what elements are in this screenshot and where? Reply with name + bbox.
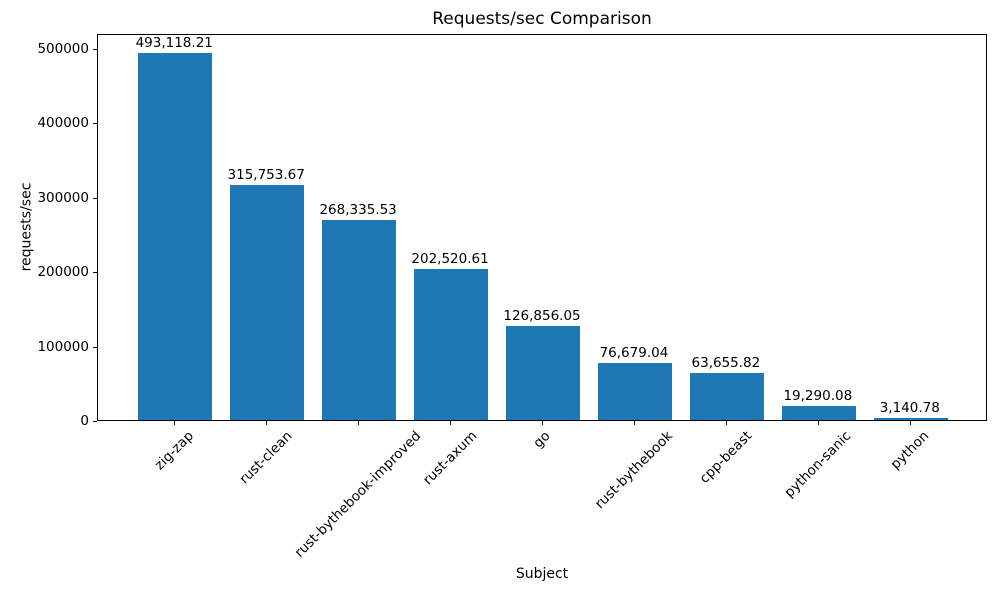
y-tick-mark bbox=[93, 197, 97, 199]
x-tick-label: python-sanic bbox=[781, 427, 855, 501]
bar-value-label: 19,290.08 bbox=[783, 387, 853, 404]
y-tick-label: 100000 bbox=[37, 338, 89, 355]
x-tick-mark bbox=[358, 421, 360, 425]
x-tick-mark bbox=[450, 421, 452, 425]
bar-value-label: 63,655.82 bbox=[691, 354, 761, 371]
x-axis-label: Subject bbox=[515, 566, 569, 582]
y-tick-mark bbox=[93, 421, 97, 422]
bar bbox=[230, 185, 304, 420]
y-tick-mark bbox=[93, 48, 97, 50]
x-tick-mark bbox=[542, 421, 543, 425]
x-tick-label: rust-axum bbox=[420, 427, 481, 489]
y-axis-label: requests/sec bbox=[18, 182, 35, 272]
y-tick-label: 0 bbox=[80, 413, 89, 429]
x-tick-label: rust-bythebook-improved bbox=[291, 428, 425, 561]
chart-title: Requests/sec Comparison bbox=[432, 9, 652, 29]
plot-area bbox=[97, 34, 987, 421]
x-tick-label: go bbox=[530, 428, 554, 452]
x-tick-mark bbox=[633, 421, 635, 425]
bar-value-label: 3,140.78 bbox=[879, 399, 940, 416]
bar bbox=[414, 269, 488, 420]
y-tick-label: 200000 bbox=[37, 264, 89, 281]
x-tick-label: rust-clean bbox=[236, 428, 296, 488]
bar bbox=[598, 362, 672, 420]
x-tick-label: cpp-beast bbox=[696, 428, 756, 487]
x-tick-mark bbox=[817, 421, 819, 425]
bar bbox=[322, 220, 396, 420]
x-tick-label: rust-bythebook bbox=[591, 428, 676, 513]
bar bbox=[782, 405, 856, 420]
y-tick-label: 500000 bbox=[37, 40, 89, 57]
x-tick-mark bbox=[725, 421, 727, 425]
bar-value-label: 202,520.61 bbox=[411, 251, 489, 268]
bar-value-label: 126,856.05 bbox=[503, 307, 581, 324]
x-tick-mark bbox=[174, 421, 176, 425]
bar-value-label: 268,335.53 bbox=[319, 202, 397, 219]
bar-value-label: 493,118.21 bbox=[135, 35, 213, 51]
bar bbox=[690, 372, 764, 420]
bar-value-label: 315,753.67 bbox=[227, 167, 305, 183]
x-tick-mark bbox=[909, 421, 911, 425]
x-tick-label: python bbox=[887, 427, 933, 473]
y-tick-label: 400000 bbox=[37, 115, 89, 132]
x-tick-label: zig-zap bbox=[151, 427, 198, 474]
bar bbox=[506, 325, 580, 420]
y-tick-mark bbox=[93, 346, 97, 348]
y-tick-label: 300000 bbox=[37, 189, 89, 206]
x-tick-mark bbox=[266, 421, 268, 425]
y-tick-mark bbox=[93, 123, 97, 125]
bar bbox=[873, 417, 948, 420]
bar bbox=[138, 53, 212, 420]
bar-value-label: 76,679.04 bbox=[599, 344, 669, 361]
y-tick-mark bbox=[93, 272, 97, 274]
